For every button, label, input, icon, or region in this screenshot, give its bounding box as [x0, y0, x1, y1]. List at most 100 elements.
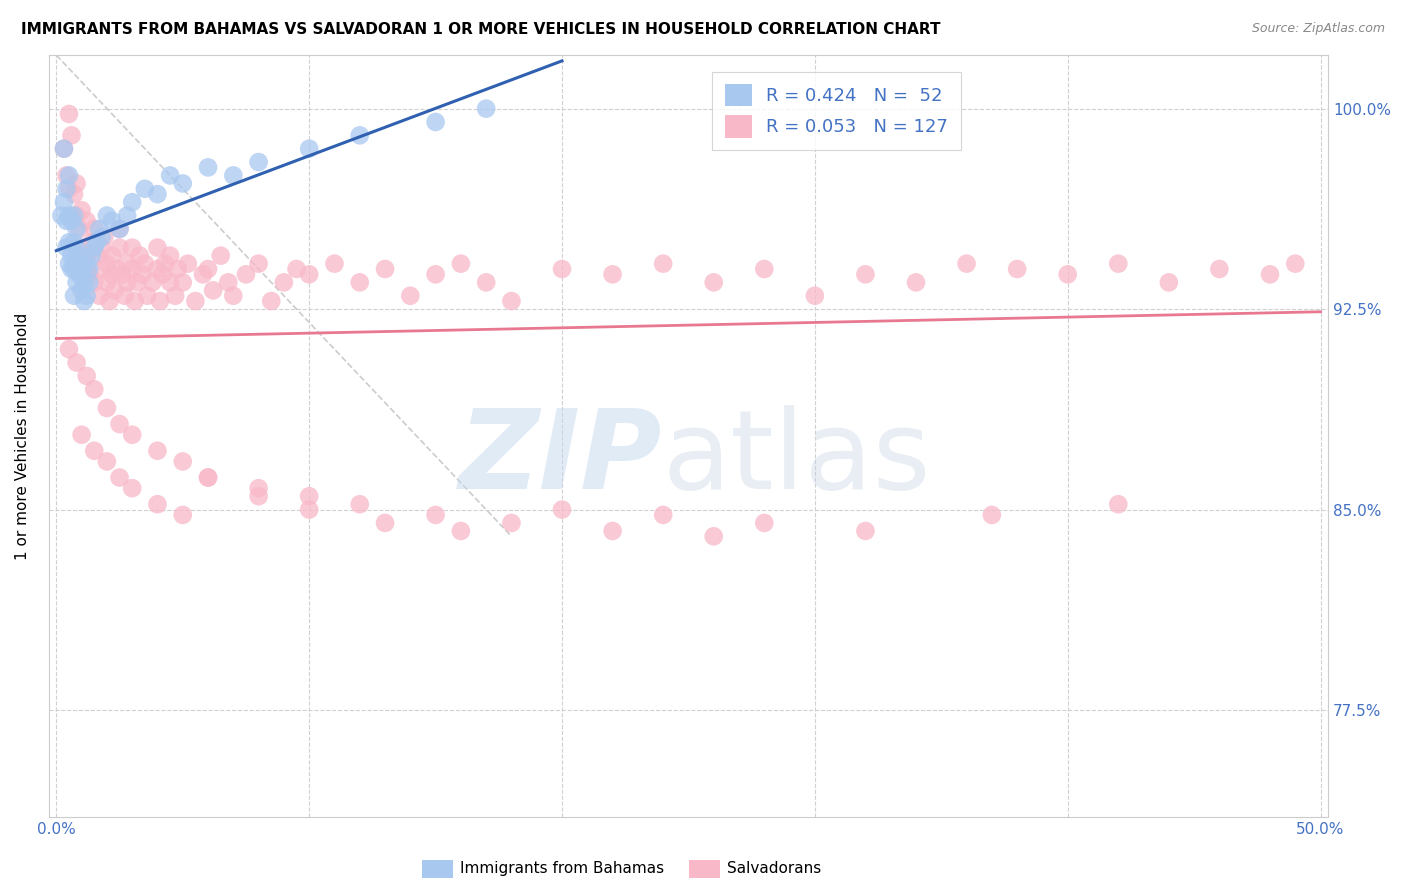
Point	[63, 209, 86, 223]
Point	[89, 289, 111, 303]
Point	[298, 268, 321, 282]
Point	[247, 155, 270, 169]
Point	[652, 257, 675, 271]
Point	[70, 241, 93, 255]
Point	[70, 284, 93, 298]
Point	[197, 262, 219, 277]
Point	[323, 257, 346, 271]
Point	[159, 169, 181, 183]
Point	[55, 241, 77, 255]
Point	[1258, 268, 1281, 282]
Point	[166, 262, 188, 277]
Point	[67, 222, 90, 236]
Point	[70, 427, 93, 442]
Point	[58, 342, 80, 356]
Point	[83, 276, 105, 290]
Point	[80, 249, 103, 263]
Point	[76, 214, 98, 228]
Point	[602, 524, 624, 538]
Point	[101, 249, 124, 263]
Point	[191, 268, 214, 282]
Point	[146, 187, 169, 202]
Point	[101, 268, 124, 282]
Point	[90, 230, 112, 244]
Text: IMMIGRANTS FROM BAHAMAS VS SALVADORAN 1 OR MORE VEHICLES IN HOUSEHOLD CORRELATIO: IMMIGRANTS FROM BAHAMAS VS SALVADORAN 1 …	[21, 22, 941, 37]
Point	[475, 276, 498, 290]
Point	[65, 209, 87, 223]
Point	[121, 262, 143, 277]
Point	[146, 262, 169, 277]
Point	[425, 268, 447, 282]
Point	[90, 262, 112, 277]
Point	[247, 489, 270, 503]
Point	[60, 128, 83, 143]
Point	[804, 289, 827, 303]
Point	[67, 268, 90, 282]
Point	[63, 289, 86, 303]
Point	[1284, 257, 1306, 271]
Point	[77, 276, 100, 290]
Point	[235, 268, 257, 282]
Point	[73, 262, 96, 277]
Point	[197, 161, 219, 175]
Point	[159, 276, 181, 290]
Point	[65, 257, 87, 271]
Point	[58, 209, 80, 223]
Point	[399, 289, 422, 303]
Point	[136, 289, 159, 303]
Point	[51, 209, 73, 223]
Point	[197, 470, 219, 484]
Point	[76, 289, 98, 303]
Point	[128, 249, 150, 263]
Point	[89, 222, 111, 236]
Point	[58, 169, 80, 183]
Point	[114, 289, 136, 303]
Point	[65, 355, 87, 369]
Point	[58, 107, 80, 121]
Point	[121, 195, 143, 210]
Point	[450, 257, 472, 271]
Point	[285, 262, 308, 277]
Point	[165, 289, 187, 303]
Point	[134, 257, 156, 271]
Point	[202, 284, 225, 298]
Point	[108, 222, 131, 236]
Point	[58, 235, 80, 250]
Point	[153, 257, 176, 271]
Point	[855, 524, 877, 538]
Point	[374, 516, 396, 530]
Point	[115, 276, 138, 290]
Point	[83, 222, 105, 236]
Point	[172, 508, 194, 522]
Text: Immigrants from Bahamas: Immigrants from Bahamas	[460, 862, 664, 876]
Point	[177, 257, 200, 271]
Point	[111, 268, 134, 282]
Point	[131, 268, 153, 282]
Point	[108, 417, 131, 431]
Point	[146, 443, 169, 458]
Point	[108, 241, 131, 255]
Point	[60, 262, 83, 277]
Point	[754, 516, 776, 530]
Point	[105, 262, 128, 277]
Point	[83, 382, 105, 396]
Point	[52, 142, 75, 156]
Point	[96, 401, 118, 415]
Point	[197, 470, 219, 484]
Text: Source: ZipAtlas.com: Source: ZipAtlas.com	[1251, 22, 1385, 36]
Point	[65, 222, 87, 236]
Point	[1005, 262, 1028, 277]
Point	[63, 262, 86, 277]
Point	[551, 502, 574, 516]
Point	[65, 177, 87, 191]
Point	[222, 289, 245, 303]
Point	[52, 142, 75, 156]
Point	[55, 182, 77, 196]
Point	[159, 249, 181, 263]
Point	[93, 230, 115, 244]
Point	[83, 241, 105, 255]
Point	[108, 470, 131, 484]
Point	[374, 262, 396, 277]
Point	[172, 177, 194, 191]
Point	[904, 276, 927, 290]
